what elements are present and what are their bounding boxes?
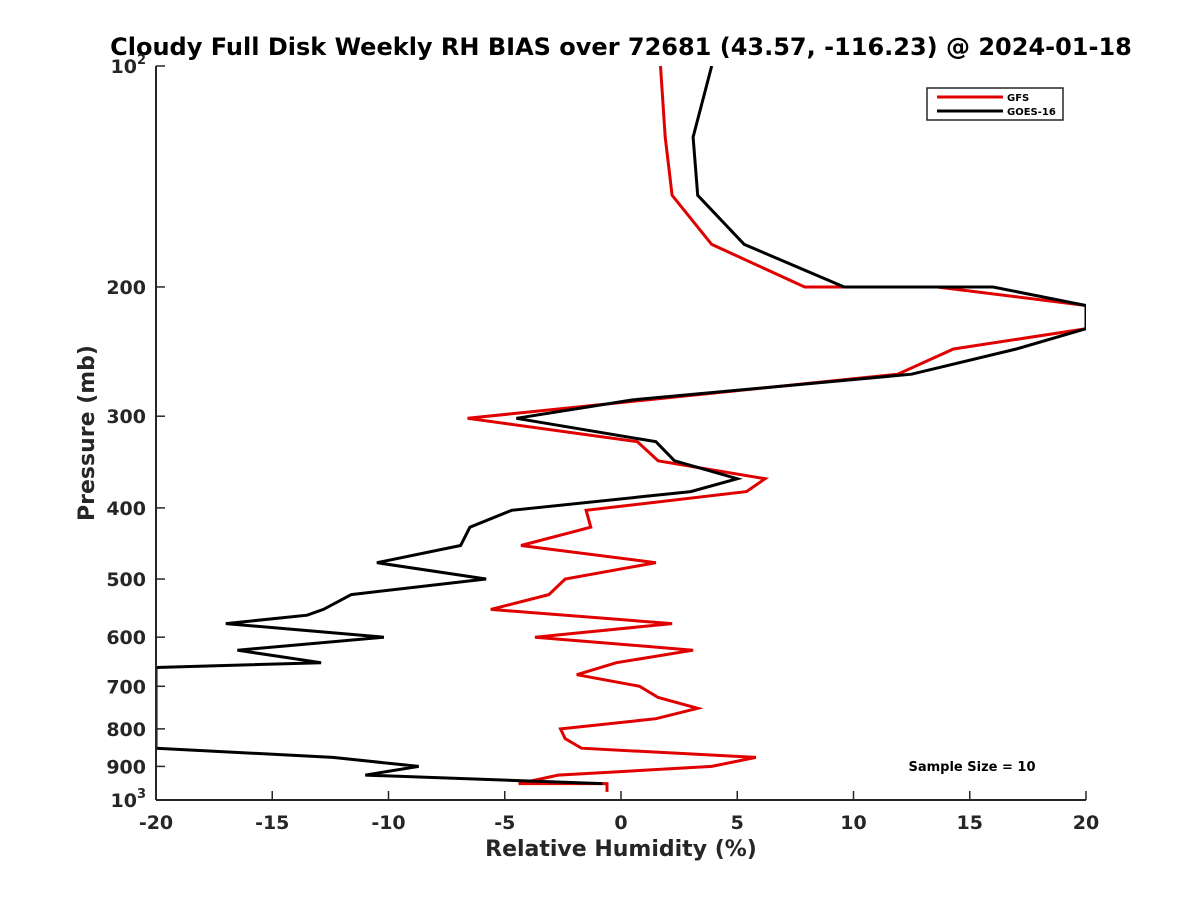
y-tick-label: 800 — [106, 719, 146, 741]
x-tick-label: -10 — [371, 812, 405, 834]
y-tick-label: 400 — [106, 498, 146, 520]
x-tick-label: 20 — [1073, 812, 1099, 834]
x-tick-label: -20 — [139, 812, 173, 834]
legend-entry: GFS — [1007, 93, 1029, 104]
y-tick-label: 900 — [106, 756, 146, 778]
x-tick-label: -5 — [494, 812, 515, 834]
series-line-goes-16 — [156, 66, 1086, 786]
y-tick-label: 600 — [106, 627, 146, 649]
chart-title: Cloudy Full Disk Weekly RH BIAS over 726… — [110, 33, 1132, 61]
x-tick-label: 10 — [840, 812, 866, 834]
y-tick-label: 102 — [111, 53, 147, 78]
y-tick-label: 500 — [106, 569, 146, 591]
y-tick-label: 200 — [106, 277, 146, 299]
plot-area: -20 -15 -10 -5 0 5 10 15 20 102 200 300 400 500 600 700… — [106, 53, 1099, 834]
series-line-gfs — [467, 66, 1086, 792]
x-tick-label: -15 — [255, 812, 289, 834]
y-tick-label: 300 — [106, 406, 146, 428]
legend-box — [926, 87, 1064, 121]
y-tick-label: 103 — [111, 787, 147, 812]
x-axis-label: Relative Humidity (%) — [485, 837, 757, 862]
x-tick-label: 5 — [731, 812, 744, 834]
y-axis-label: Pressure (mb) — [75, 345, 100, 521]
x-tick-label: 15 — [957, 812, 983, 834]
sample-size-annotation: Sample Size = 10 — [908, 760, 1035, 775]
y-tick-label: 700 — [106, 676, 146, 698]
x-tick-label: 0 — [614, 812, 627, 834]
legend-entry: GOES-16 — [1007, 107, 1056, 118]
